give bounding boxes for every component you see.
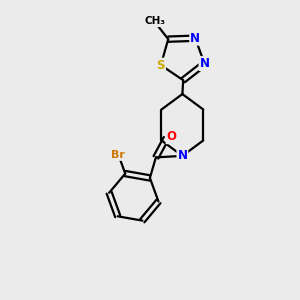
Text: S: S — [157, 58, 165, 72]
Text: N: N — [200, 57, 209, 70]
Text: N: N — [177, 149, 188, 162]
Text: Br: Br — [111, 150, 124, 160]
Text: O: O — [167, 130, 176, 143]
Text: N: N — [190, 32, 200, 45]
Text: CH₃: CH₃ — [144, 16, 165, 26]
